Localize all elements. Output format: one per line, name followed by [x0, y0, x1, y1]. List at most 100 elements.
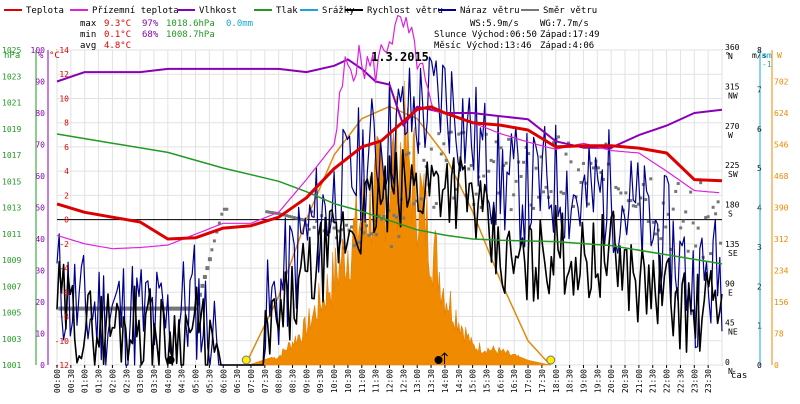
- wind-direction-point: [210, 248, 214, 252]
- wind-direction-point: [65, 306, 70, 311]
- x-tick-label: 13:30: [427, 369, 436, 393]
- wind-direction-point: [634, 204, 638, 208]
- axis-hpa-tick: 1025: [2, 46, 21, 55]
- axis-wm2-tick: 0: [774, 361, 779, 370]
- wind-direction-point: [716, 200, 720, 204]
- x-tick-label: 17:00: [524, 369, 533, 393]
- x-tick-label: 17:30: [538, 369, 547, 393]
- wind-direction-point: [504, 161, 508, 165]
- wind-direction-point: [654, 232, 658, 236]
- wind-direction-point: [419, 197, 423, 201]
- legend-label: Tlak: [276, 6, 298, 16]
- wind-direction-point: [397, 235, 401, 239]
- x-tick-label: 06:30: [233, 369, 242, 393]
- wind-direction-point: [180, 306, 185, 311]
- pressure-line: [56, 133, 723, 265]
- x-tick-label: 16:30: [510, 369, 519, 393]
- stats-avg-temp: 4.8°C: [104, 41, 131, 51]
- wind-direction-point: [437, 132, 441, 136]
- wind-direction-point: [694, 244, 698, 248]
- wind-direction-point: [222, 207, 226, 211]
- x-tick-label: 21:00: [635, 369, 644, 393]
- stats-max-label: max: [80, 19, 97, 29]
- x-tick-label: 01:30: [95, 369, 104, 393]
- stats-max-rain: 0.0mm: [226, 19, 253, 29]
- wind-direction-point: [439, 152, 443, 156]
- wind-direction-point: [404, 153, 408, 157]
- wind-direction-point: [492, 160, 496, 164]
- wind-direction-point: [108, 306, 113, 311]
- legend-label: Náraz větru: [460, 6, 520, 16]
- wind-direction-point: [646, 219, 650, 223]
- wind-direction-point: [407, 151, 411, 155]
- axis-dir-sector: SE: [728, 249, 738, 258]
- wind-direction-point: [699, 181, 703, 185]
- wind-direction-point: [549, 190, 553, 194]
- x-tick-label: 14:00: [441, 369, 450, 393]
- axis-pct-tick: 90: [35, 78, 45, 87]
- wind-direction-point: [484, 132, 488, 136]
- x-tick-label: 15:00: [469, 369, 478, 393]
- axis-dir-tick: 135: [725, 240, 740, 249]
- wind-direction-point: [507, 137, 511, 141]
- wind-direction-point: [382, 215, 386, 219]
- wind-direction-point: [202, 274, 207, 279]
- x-tick-label: 23:00: [690, 369, 699, 393]
- wind-direction-point: [315, 219, 319, 223]
- wind-direction-point: [305, 223, 309, 227]
- wind-direction-point: [125, 306, 130, 311]
- wind-direction-point: [584, 181, 588, 185]
- wind-direction-point: [681, 219, 685, 223]
- wind-direction-point: [414, 199, 418, 203]
- axis-dir-tick: 360: [725, 43, 740, 52]
- axis-hpa-tick: 1001: [2, 361, 21, 370]
- x-tick-label: 19:30: [593, 369, 602, 393]
- axis-degc-tick: 12: [59, 70, 69, 79]
- x-tick-label: 12:30: [399, 369, 408, 393]
- x-tick-label: 13:00: [413, 369, 422, 393]
- wind-direction-point: [220, 212, 224, 216]
- wind-direction-point: [200, 283, 205, 288]
- wind-direction-point: [569, 160, 573, 164]
- axis-degc-tick: 2: [64, 191, 69, 200]
- wind-direction-point: [300, 217, 304, 221]
- wind-direction-point: [686, 249, 690, 253]
- axis-pct-tick: 40: [35, 235, 45, 244]
- axis-degc-tick: -4: [59, 264, 69, 273]
- wind-direction-point: [158, 306, 163, 311]
- axis-dir-sector: N: [728, 52, 733, 61]
- wind-direction-point: [664, 225, 668, 229]
- wind-direction-point: [88, 306, 93, 311]
- wind-direction-point: [295, 216, 299, 220]
- x-tick-label: 10:30: [344, 369, 353, 393]
- axis-hpa-tick: 1021: [2, 99, 21, 108]
- wind-direction-point: [552, 141, 556, 145]
- wind-direction-point: [302, 218, 306, 222]
- x-tick-label: 23:30: [704, 369, 713, 393]
- x-tick-label: 07:30: [261, 369, 270, 393]
- stats-avg-label: avg: [80, 41, 96, 51]
- axis-wm2-tick: 546: [774, 141, 789, 150]
- wind-direction-point: [103, 306, 108, 311]
- x-tick-label: 03:00: [136, 369, 145, 393]
- x-tick-label: 00:00: [53, 369, 62, 393]
- info-moonset: Západ:4:06: [540, 41, 594, 51]
- x-tick-label: 05:00: [192, 369, 201, 393]
- wind-direction-point: [591, 166, 595, 170]
- wind-direction-point: [90, 306, 95, 311]
- wind-direction-point: [123, 306, 128, 311]
- axis-degc-tick: 8: [64, 119, 69, 128]
- wind-direction-point: [68, 306, 73, 311]
- wind-direction-point: [377, 214, 381, 218]
- sunrise-marker: [241, 355, 251, 365]
- wind-direction-point: [711, 205, 715, 209]
- x-tick-label: 11:00: [358, 369, 367, 393]
- x-tick-label: 14:30: [455, 369, 464, 393]
- wind-direction-point: [512, 193, 516, 197]
- moonset-marker: [166, 356, 175, 364]
- x-tick-label: 12:00: [386, 369, 395, 393]
- x-tick-label: 09:30: [316, 369, 325, 393]
- solar-radiation-area: [245, 80, 551, 366]
- axis-dir-tick: 225: [725, 161, 740, 170]
